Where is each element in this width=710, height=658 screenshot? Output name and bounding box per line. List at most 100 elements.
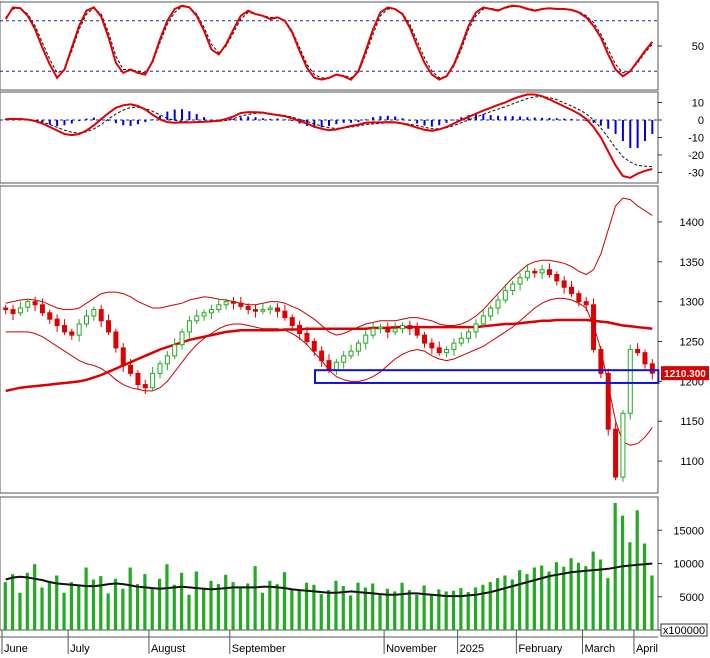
macd-histogram-bar xyxy=(342,120,345,123)
volume-bar xyxy=(481,584,485,630)
volume-bar xyxy=(128,567,132,630)
volume-bar xyxy=(157,578,162,630)
volume-bar xyxy=(584,566,588,630)
oscillator-line xyxy=(4,4,654,81)
volume-bar xyxy=(187,594,191,630)
candle-body xyxy=(164,355,170,365)
candle-body xyxy=(620,412,626,478)
candle-body xyxy=(98,309,104,322)
volume-bar xyxy=(518,570,522,630)
candle-body xyxy=(495,299,501,309)
volume-bar xyxy=(451,590,456,630)
candle-body xyxy=(399,325,405,330)
volume-bar xyxy=(613,502,617,630)
macd-histogram-bar xyxy=(269,118,272,120)
candle-body xyxy=(135,372,141,386)
macd-signal-line xyxy=(5,95,653,168)
candle-body xyxy=(186,320,192,333)
macd-histogram-bar xyxy=(555,118,558,120)
candle-body xyxy=(348,350,354,357)
volume-bar xyxy=(642,543,647,630)
macd-histogram-bar xyxy=(328,120,330,126)
candle-body xyxy=(642,352,648,365)
candle-body xyxy=(84,315,90,325)
candle-body xyxy=(260,309,266,312)
macd-histogram-bar xyxy=(276,118,279,120)
candle-body xyxy=(113,331,119,349)
candle-body xyxy=(444,348,450,354)
volume-bar xyxy=(69,582,74,630)
candle-body xyxy=(407,325,413,330)
candle-body xyxy=(69,331,75,336)
candle-body xyxy=(76,323,82,336)
volume-bar xyxy=(444,591,448,630)
volume-bar xyxy=(525,574,529,630)
month-label: November xyxy=(386,643,437,655)
volume-bar xyxy=(62,592,66,630)
volume-bar xyxy=(84,567,88,630)
candle-body xyxy=(649,363,655,374)
macd-histogram-bar xyxy=(379,116,382,120)
volume-bar xyxy=(620,515,625,630)
candle-body xyxy=(355,342,361,352)
macd-histogram-bar xyxy=(511,116,514,120)
candle-body xyxy=(422,334,428,344)
volume-bar xyxy=(253,566,257,630)
macd-histogram-bar xyxy=(401,118,404,120)
candle-body xyxy=(377,326,383,330)
candle-body xyxy=(363,334,369,344)
support-zone-box xyxy=(314,369,660,384)
volume-bar xyxy=(106,593,110,630)
volume-bar xyxy=(47,580,51,630)
candle-body xyxy=(253,309,259,312)
macd-histogram-bar xyxy=(70,120,73,124)
macd-histogram-bar xyxy=(497,115,500,120)
candle-body xyxy=(216,304,222,311)
y-tick-label: -10 xyxy=(688,133,704,145)
macd-histogram-bar xyxy=(372,117,375,120)
macd-histogram-bar xyxy=(254,117,257,120)
macd-histogram-bar xyxy=(519,116,522,120)
candle-body xyxy=(297,325,303,335)
moving-average-line xyxy=(5,318,653,393)
volume-bar xyxy=(18,592,22,630)
volume-bar xyxy=(650,575,654,630)
candle-body xyxy=(576,293,582,303)
candle-body xyxy=(341,355,347,363)
macd-histogram-bar xyxy=(563,118,566,120)
candle-body xyxy=(583,301,589,306)
candle-body xyxy=(591,304,597,350)
month-label: April xyxy=(636,643,658,655)
macd-histogram-bar xyxy=(232,118,235,120)
macd-histogram-bar xyxy=(335,120,338,125)
candle-body xyxy=(326,360,332,371)
candle-body xyxy=(275,307,281,312)
candle-body xyxy=(517,277,523,285)
candle-body xyxy=(61,325,67,333)
volume-bar xyxy=(40,587,44,630)
month-label: July xyxy=(70,643,90,655)
macd-histogram-bar xyxy=(107,120,110,121)
macd-histogram-bar xyxy=(482,114,485,120)
candle-body xyxy=(429,342,435,349)
volume-bar xyxy=(33,564,37,630)
macd-histogram-bar xyxy=(577,119,580,121)
y-tick-label: 50 xyxy=(692,41,704,53)
candle-body xyxy=(267,307,273,311)
volume-bar xyxy=(297,590,301,630)
macd-histogram-bar xyxy=(350,120,353,123)
y-tick-label: -20 xyxy=(688,150,704,162)
time-axis: June July August September November 2025 Febru… xyxy=(0,630,658,655)
macd-histogram-bar xyxy=(151,119,154,121)
macd-histogram-bar xyxy=(122,120,125,126)
candle-body xyxy=(436,347,442,354)
candle-body xyxy=(480,315,486,325)
y-tick-label: 5000 xyxy=(680,592,704,604)
volume-bar xyxy=(547,571,551,630)
candle-body xyxy=(304,333,310,342)
volume-bar xyxy=(216,584,220,630)
macd-histogram-bar xyxy=(548,117,551,120)
volume-bar xyxy=(341,586,345,630)
macd-histogram-bar xyxy=(423,120,426,126)
